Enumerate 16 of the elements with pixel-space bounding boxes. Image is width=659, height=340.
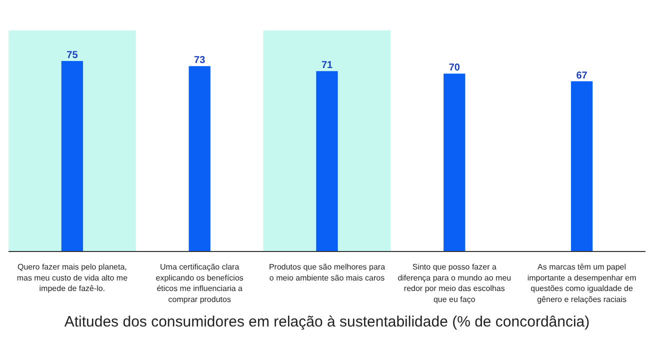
bar bbox=[61, 60, 84, 252]
data-label: 75 bbox=[66, 50, 78, 61]
bar bbox=[444, 74, 466, 252]
data-label: 71 bbox=[321, 60, 333, 72]
x-tick-label: Produtos que são melhores para o meio ambiente são mais caros bbox=[268, 262, 386, 282]
text: Atitudes dos consumidores em relação à sustentabilidade (% de concordância) bbox=[64, 314, 590, 330]
bar bbox=[316, 71, 338, 252]
x-tick-label: Uma certificação clara explicando os benefícios éticos me influenciaria a comprar produtos bbox=[156, 262, 244, 304]
bar bbox=[570, 81, 593, 252]
data-label: 70 bbox=[448, 62, 460, 74]
data-label: 73 bbox=[194, 55, 206, 66]
x-tick-label: As marcas têm um papel importante a desempenhar em questões como igualdade de gênero e relações raciais bbox=[527, 262, 637, 304]
x-tick-label: Quero fazer mais pelo planeta, mas meu custo de vida alto me impede de fazê-lo. bbox=[16, 262, 128, 294]
bar bbox=[188, 66, 210, 252]
data-label: 67 bbox=[576, 70, 588, 82]
x-tick-label: Sinto que posso fazer a diferença para o mundo ao meu redor por meio das escolhas que eu faço bbox=[398, 262, 512, 304]
